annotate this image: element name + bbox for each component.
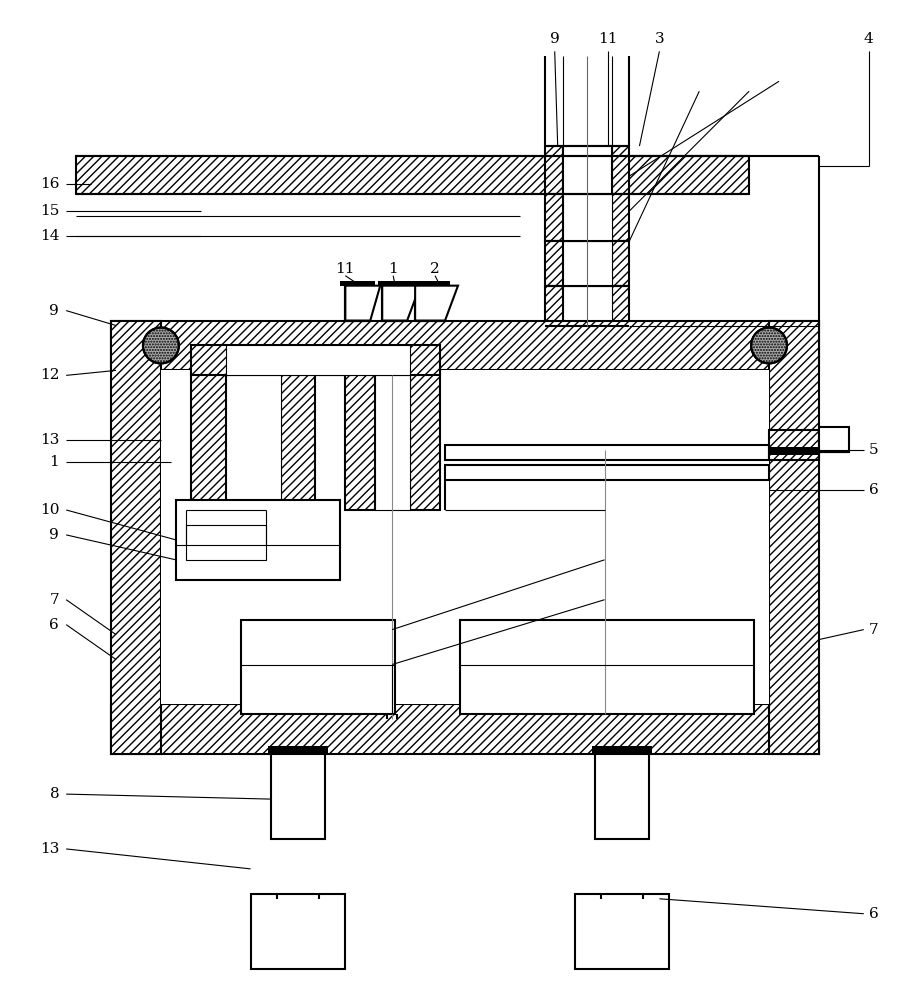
Bar <box>111 321 160 754</box>
Text: 11: 11 <box>336 262 355 276</box>
Bar <box>382 283 407 321</box>
Bar <box>382 283 407 321</box>
Text: 3: 3 <box>655 32 664 46</box>
Text: 5: 5 <box>869 443 878 457</box>
Text: 15: 15 <box>39 204 60 218</box>
Polygon shape <box>415 286 458 321</box>
Bar <box>563 241 612 286</box>
Bar <box>612 286 629 326</box>
Text: 10: 10 <box>39 503 60 517</box>
Bar <box>191 345 440 375</box>
Circle shape <box>143 328 179 363</box>
Text: 6: 6 <box>50 618 60 632</box>
Bar <box>346 283 370 321</box>
Bar <box>819 427 849 452</box>
Bar <box>563 146 612 194</box>
Bar <box>545 241 563 286</box>
Bar <box>76 156 749 194</box>
Text: 16: 16 <box>39 177 60 191</box>
Bar <box>226 345 410 375</box>
Text: 12: 12 <box>39 368 60 382</box>
Circle shape <box>751 328 787 363</box>
Text: 4: 4 <box>864 32 874 46</box>
Bar <box>186 525 266 560</box>
Text: 7: 7 <box>869 623 878 637</box>
Bar <box>769 430 819 460</box>
Text: 1: 1 <box>50 455 60 469</box>
Bar <box>378 281 414 286</box>
Text: 6: 6 <box>869 907 878 921</box>
Bar <box>545 146 563 194</box>
Bar <box>545 194 563 241</box>
Text: 6: 6 <box>869 483 878 497</box>
Bar <box>769 321 819 754</box>
Text: 1: 1 <box>388 262 398 276</box>
Bar <box>268 746 328 754</box>
Bar <box>226 370 281 510</box>
Bar <box>281 370 315 510</box>
Bar <box>612 194 629 241</box>
Bar <box>414 281 450 286</box>
Bar <box>346 370 375 510</box>
Bar <box>410 370 440 510</box>
Bar <box>445 465 769 480</box>
Bar <box>612 241 629 286</box>
Polygon shape <box>382 286 420 321</box>
Bar <box>160 370 769 704</box>
Bar <box>346 283 370 321</box>
Text: 9: 9 <box>50 304 60 318</box>
Text: 13: 13 <box>39 842 60 856</box>
Bar <box>111 321 819 370</box>
Text: 8: 8 <box>50 787 60 801</box>
Bar <box>271 754 326 839</box>
Text: 7: 7 <box>50 593 60 607</box>
Text: 13: 13 <box>39 433 60 447</box>
Text: 9: 9 <box>550 32 559 46</box>
Bar <box>545 286 563 326</box>
Bar <box>191 370 226 510</box>
Text: 2: 2 <box>430 262 440 276</box>
Bar <box>594 754 649 839</box>
Polygon shape <box>346 286 381 321</box>
Bar <box>460 620 754 714</box>
Bar <box>250 894 346 969</box>
Text: 11: 11 <box>598 32 617 46</box>
Bar <box>415 283 445 321</box>
Bar <box>612 146 629 194</box>
Bar <box>111 704 819 754</box>
Bar <box>563 286 612 326</box>
Bar <box>769 447 819 455</box>
Bar <box>240 620 395 714</box>
Bar <box>563 194 612 241</box>
Bar <box>415 283 445 321</box>
Bar <box>340 281 375 286</box>
Bar <box>591 746 652 754</box>
Text: 9: 9 <box>50 528 60 542</box>
Bar <box>575 894 669 969</box>
Text: 14: 14 <box>39 229 60 243</box>
Bar <box>375 370 410 510</box>
Bar <box>445 445 769 460</box>
Bar <box>176 500 340 580</box>
